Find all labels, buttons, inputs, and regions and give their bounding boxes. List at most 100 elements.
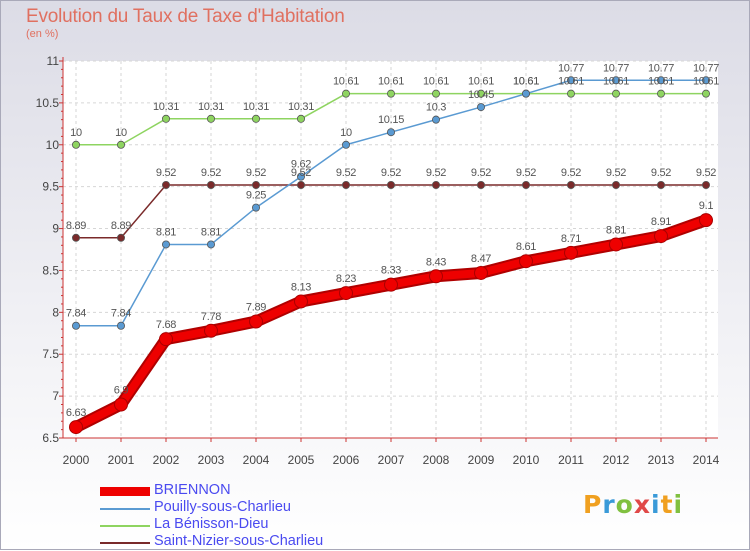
data-point-saint-nizier-sous-charlieu: [431, 180, 440, 189]
data-point-la-benisson-dieu: [341, 89, 350, 98]
logo-letter: o: [615, 490, 634, 519]
data-point-pouilly-sous-charlieu: [522, 89, 531, 98]
data-point-la-benisson-dieu: [476, 89, 485, 98]
y-tick-label: 10: [46, 138, 60, 152]
logo-letter: t: [660, 490, 674, 519]
chart-title: Evolution du Taux de Taxe d'Habitation: [26, 6, 345, 27]
legend-swatch: [100, 487, 150, 496]
x-tick-label: 2000: [63, 453, 90, 467]
data-point-briennon: [159, 332, 173, 347]
data-point-saint-nizier-sous-charlieu: [251, 180, 260, 189]
point-layer: [69, 76, 713, 435]
data-point-la-benisson-dieu: [612, 89, 621, 98]
data-point-pouilly-sous-charlieu: [702, 76, 711, 85]
logo-letter: r: [602, 490, 616, 519]
data-label-pouilly-sous-charlieu: 8.81: [156, 226, 176, 238]
logo-letter: i: [673, 490, 684, 519]
legend-label: Pouilly-sous-Charlieu: [154, 499, 291, 515]
data-point-saint-nizier-sous-charlieu: [341, 180, 350, 189]
legend-swatch: [100, 542, 150, 544]
x-tick-label: 2003: [198, 453, 225, 467]
data-point-briennon: [564, 245, 578, 260]
logo-letter: x: [633, 490, 651, 519]
data-point-briennon: [609, 237, 623, 252]
data-point-briennon: [204, 323, 218, 338]
data-label-la-benisson-dieu: 10.61: [603, 76, 629, 88]
data-label-saint-nizier-sous-charlieu: 9.52: [201, 167, 221, 179]
data-label-briennon: 7.89: [246, 302, 266, 314]
data-label-la-benisson-dieu: 10.61: [558, 76, 584, 88]
data-label-pouilly-sous-charlieu: 7.84: [66, 308, 86, 320]
data-label-la-benisson-dieu: 10.61: [378, 76, 404, 88]
legend-swatch: [100, 508, 150, 510]
data-label-pouilly-sous-charlieu: 10.15: [378, 114, 404, 126]
data-label-la-benisson-dieu: 10.61: [648, 76, 674, 88]
data-label-saint-nizier-sous-charlieu: 8.89: [66, 220, 86, 232]
y-tick-label: 8: [52, 305, 59, 319]
data-point-pouilly-sous-charlieu: [296, 172, 305, 181]
data-label-saint-nizier-sous-charlieu: 9.52: [606, 167, 626, 179]
data-point-briennon: [69, 420, 83, 435]
data-label-saint-nizier-sous-charlieu: 9.52: [291, 167, 311, 179]
data-label-briennon: 7.78: [201, 311, 221, 323]
x-tick-label: 2014: [693, 453, 720, 467]
x-tick-label: 2004: [243, 453, 270, 467]
x-tick-label: 2009: [468, 453, 495, 467]
data-point-briennon: [249, 314, 263, 329]
data-label-pouilly-sous-charlieu: 7.84: [111, 308, 131, 320]
x-tick-label: 2006: [333, 453, 360, 467]
data-point-saint-nizier-sous-charlieu: [476, 180, 485, 189]
data-label-la-benisson-dieu: 10: [70, 127, 82, 139]
data-label-saint-nizier-sous-charlieu: 9.52: [516, 167, 536, 179]
data-label-briennon: 8.61: [516, 241, 536, 253]
data-point-pouilly-sous-charlieu: [251, 203, 260, 212]
data-label-briennon: 6.63: [66, 407, 86, 419]
data-point-saint-nizier-sous-charlieu: [72, 233, 81, 242]
data-label-saint-nizier-sous-charlieu: 9.52: [381, 167, 401, 179]
data-label-la-benisson-dieu: 10.61: [333, 76, 359, 88]
data-label-saint-nizier-sous-charlieu: 9.52: [426, 167, 446, 179]
axis-layer: 6.5 7 7.5 8 8.5 9 9.5 10 10.5 11 2000 2001 2002 2003 2…: [36, 54, 720, 467]
data-label-pouilly-sous-charlieu: 9.25: [246, 190, 266, 202]
data-point-briennon: [114, 397, 128, 412]
data-label-la-benisson-dieu: 10.31: [198, 101, 224, 113]
data-point-briennon: [474, 265, 488, 280]
data-point-pouilly-sous-charlieu: [72, 321, 81, 330]
data-label-pouilly-sous-charlieu: 10.77: [693, 62, 719, 74]
data-label-briennon: 8.91: [651, 216, 671, 228]
data-label-saint-nizier-sous-charlieu: 8.89: [111, 220, 131, 232]
data-label-layer: 8.89 8.89 9.52 9.52 9.52 9.52 9.52 9.52 9.52 9.52…: [66, 62, 720, 419]
y-tick-label: 11: [47, 54, 60, 68]
data-point-saint-nizier-sous-charlieu: [567, 180, 576, 189]
data-label-briennon: 8.43: [426, 256, 446, 268]
data-point-saint-nizier-sous-charlieu: [161, 180, 170, 189]
unit-label: (en %): [26, 28, 59, 40]
data-label-la-benisson-dieu: 10.31: [288, 101, 314, 113]
data-label-pouilly-sous-charlieu: 10.61: [513, 76, 539, 88]
data-label-la-benisson-dieu: 10: [115, 127, 127, 139]
data-point-pouilly-sous-charlieu: [341, 140, 350, 149]
data-point-saint-nizier-sous-charlieu: [657, 180, 666, 189]
data-label-briennon: 8.71: [561, 233, 581, 245]
data-label-briennon: 7.68: [156, 319, 176, 331]
x-tick-label: 2007: [378, 453, 405, 467]
legend-label: La Bénisson-Dieu: [154, 516, 269, 532]
data-point-pouilly-sous-charlieu: [117, 321, 126, 330]
data-label-briennon: 6.9: [114, 384, 129, 396]
data-point-pouilly-sous-charlieu: [567, 76, 576, 85]
data-label-saint-nizier-sous-charlieu: 9.52: [651, 167, 671, 179]
data-label-saint-nizier-sous-charlieu: 9.52: [336, 167, 356, 179]
data-label-saint-nizier-sous-charlieu: 9.52: [696, 167, 716, 179]
y-tick-label: 7: [52, 389, 59, 403]
data-label-pouilly-sous-charlieu: 10.77: [648, 62, 674, 74]
y-tick-label: 8.5: [42, 263, 59, 277]
data-label-pouilly-sous-charlieu: 10.77: [558, 62, 584, 74]
x-tick-label: 2011: [558, 453, 584, 467]
data-label-la-benisson-dieu: 10.31: [243, 101, 269, 113]
data-point-saint-nizier-sous-charlieu: [296, 180, 305, 189]
data-point-la-benisson-dieu: [296, 114, 305, 123]
data-point-la-benisson-dieu: [386, 89, 395, 98]
data-label-la-benisson-dieu: 10.61: [423, 76, 449, 88]
data-label-pouilly-sous-charlieu: 10: [340, 127, 352, 139]
data-label-briennon: 8.23: [336, 273, 356, 285]
